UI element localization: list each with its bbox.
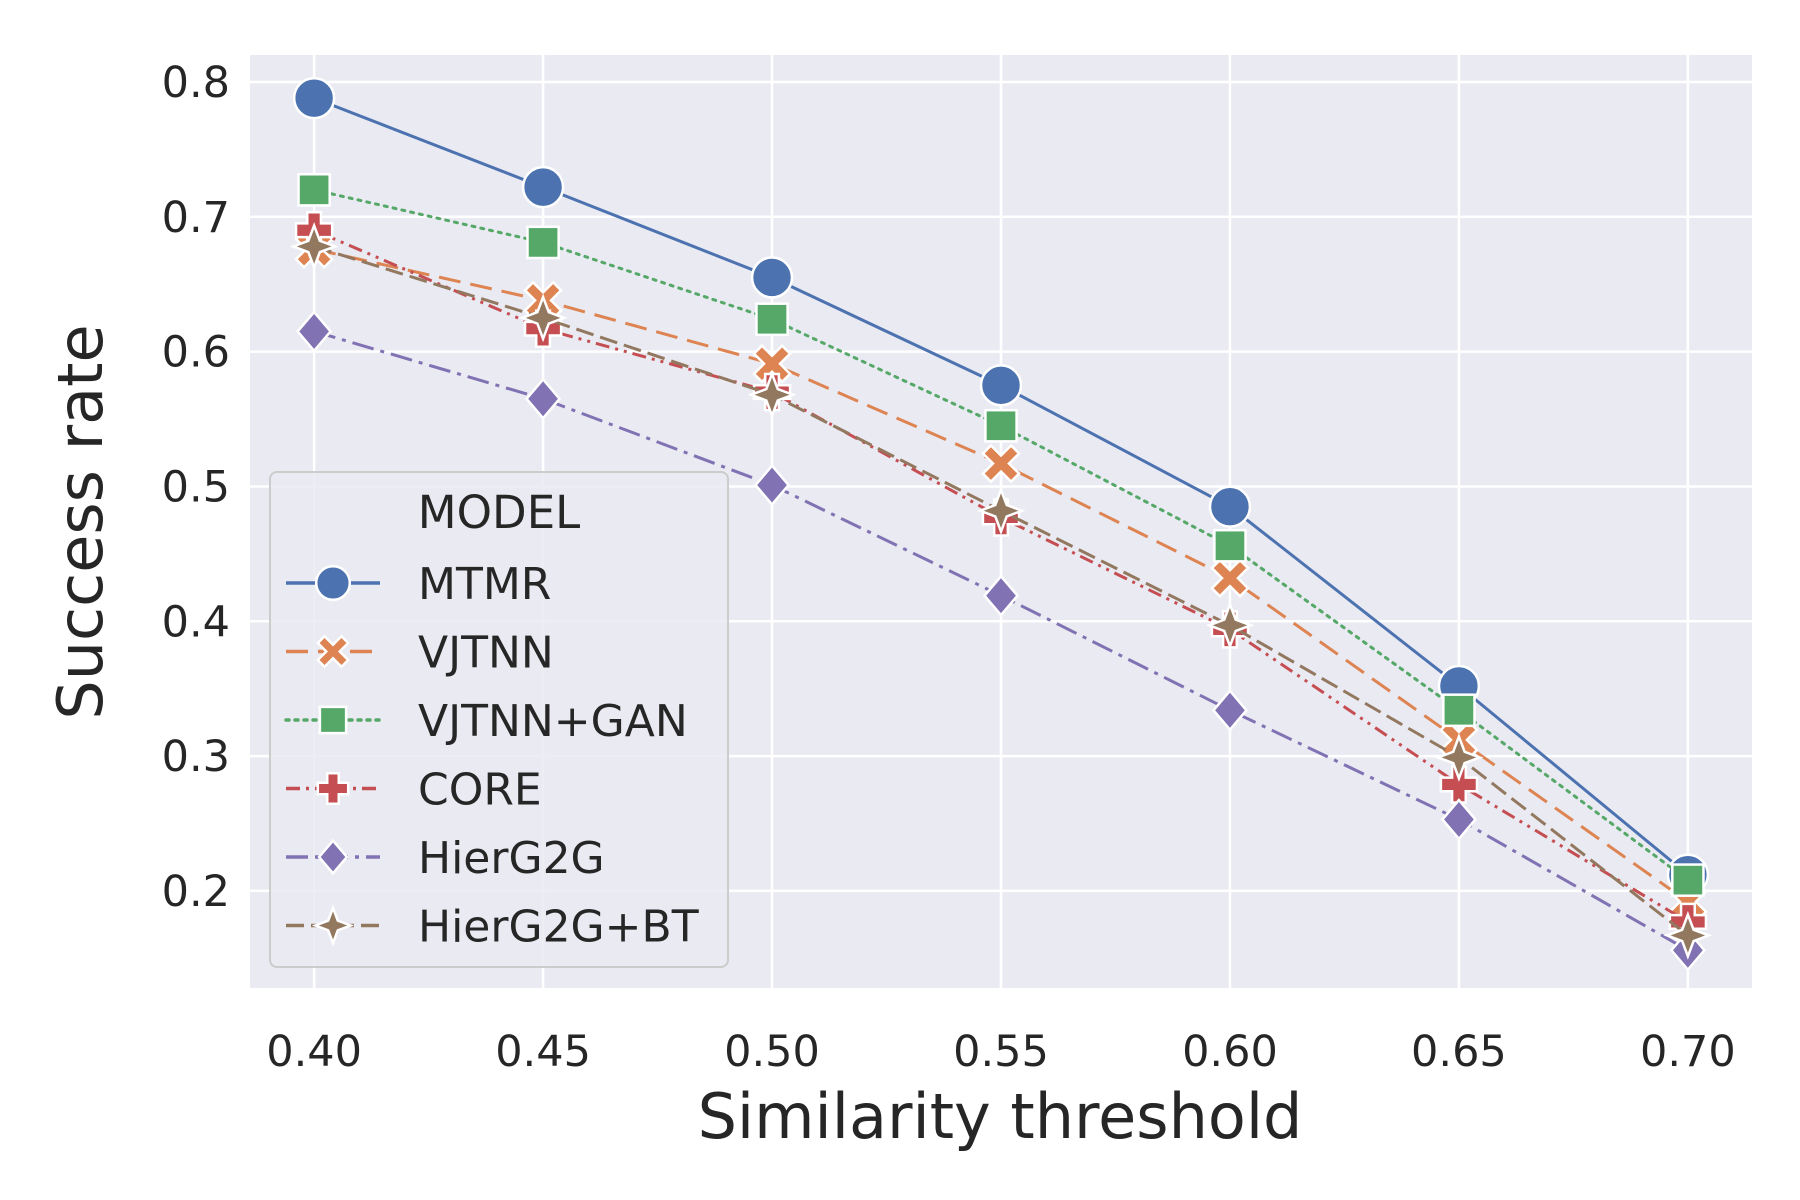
x-tick-label: 0.70 — [1640, 1027, 1736, 1077]
data-point — [1205, 600, 1255, 650]
legend-marker — [316, 772, 350, 805]
data-point — [518, 293, 568, 343]
data-point — [1434, 732, 1484, 782]
y-tick-label: 0.8 — [162, 58, 230, 108]
x-tick-label: 0.65 — [1411, 1027, 1507, 1077]
x-tick-label: 0.55 — [953, 1027, 1049, 1077]
data-point — [982, 574, 1020, 617]
series-layer — [289, 76, 1713, 972]
legend-marker — [311, 904, 355, 947]
data-point — [289, 221, 339, 271]
y-tick-label: 0.2 — [162, 867, 230, 917]
series-hierg2g-bt — [289, 221, 1713, 960]
data-point — [1213, 528, 1247, 563]
data-point — [1208, 485, 1252, 528]
legend-entry: CORE — [286, 765, 542, 816]
x-tick-label: 0.45 — [495, 1027, 591, 1077]
legend-title: MODEL — [418, 486, 580, 539]
y-tick-label: 0.3 — [162, 732, 230, 782]
series-vjtnn-gan — [297, 172, 1705, 897]
data-point — [292, 76, 336, 120]
y-tick-label: 0.5 — [162, 462, 230, 512]
legend-entry: VJTNN — [286, 628, 554, 679]
legend-marker — [316, 634, 350, 669]
y-axis-ticks: 0.2 0.3 0.4 0.5 0.6 0.7 0.8 — [162, 58, 230, 917]
data-point — [976, 486, 1026, 536]
data-point — [1211, 688, 1249, 732]
legend-marker — [317, 838, 349, 876]
x-tick-label: 0.40 — [266, 1027, 362, 1077]
data-point — [295, 310, 333, 353]
data-point — [753, 463, 791, 507]
y-axis-label: Success rate — [44, 324, 117, 719]
data-point — [1663, 910, 1713, 960]
legend: MODEL MTMR VJTNN VJTNN+GAN CORE HierG2G HierG… — [269, 471, 729, 968]
x-axis-label: Similarity threshold — [698, 1080, 1303, 1153]
data-point — [297, 172, 331, 207]
data-point — [984, 408, 1018, 443]
data-point — [750, 256, 794, 299]
legend-entries: MTMR VJTNN VJTNN+GAN CORE HierG2G HierG2G+BT — [284, 559, 699, 953]
data-point — [1442, 693, 1476, 728]
data-point — [981, 443, 1021, 484]
y-tick-label: 0.6 — [162, 328, 230, 378]
legend-label: HierG2G — [418, 833, 605, 884]
x-axis-ticks: 0.40 0.45 0.50 0.55 0.60 0.65 0.70 — [266, 1027, 1736, 1077]
data-point — [524, 377, 562, 421]
legend-marker — [314, 564, 352, 602]
legend-label: HierG2G+BT — [418, 902, 699, 953]
legend-entry: MTMR — [286, 559, 551, 610]
legend-entry: VJTNN+GAN — [284, 696, 688, 747]
legend-label: VJTNN — [418, 628, 554, 679]
y-tick-label: 0.7 — [162, 193, 230, 243]
data-point — [1440, 798, 1478, 841]
x-tick-label: 0.50 — [724, 1027, 820, 1077]
data-point — [521, 165, 565, 209]
series-hierg2g — [295, 310, 1707, 972]
y-tick-label: 0.4 — [162, 597, 230, 647]
x-tick-label: 0.60 — [1182, 1027, 1278, 1077]
legend-box — [269, 471, 729, 968]
legend-entry: HierG2G — [286, 833, 605, 884]
data-point — [755, 302, 789, 337]
data-point — [526, 225, 560, 260]
data-point — [1671, 863, 1705, 897]
legend-entry: HierG2G+BT — [286, 902, 699, 953]
legend-marker — [318, 705, 348, 735]
data-point — [747, 370, 797, 420]
data-point — [979, 364, 1023, 407]
data-point — [1210, 558, 1250, 598]
legend-label: CORE — [418, 765, 542, 816]
legend-label: MTMR — [418, 559, 551, 610]
data-point — [1439, 765, 1479, 804]
legend-label: VJTNN+GAN — [418, 696, 688, 747]
